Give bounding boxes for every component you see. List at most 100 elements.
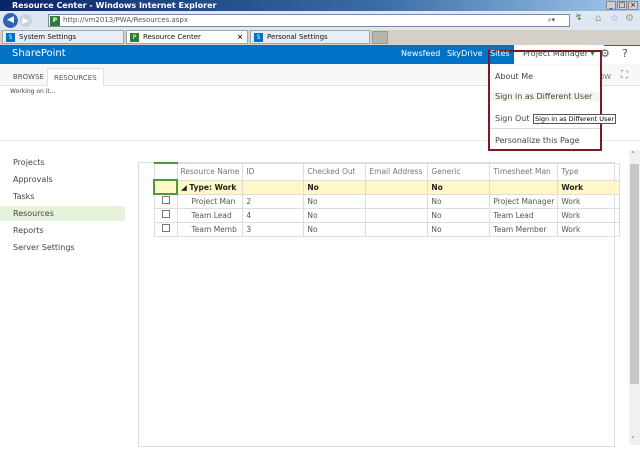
sharepoint-icon: S — [6, 33, 15, 42]
cell-checked-out: No — [303, 207, 367, 223]
nav-approvals[interactable]: Approvals — [13, 175, 53, 184]
tab-personal-settings[interactable]: S Personal Settings — [250, 30, 370, 44]
collapse-icon[interactable]: ◢ — [181, 182, 190, 192]
cell-name[interactable]: Project Man — [176, 193, 244, 209]
nav-projects[interactable]: Projects — [13, 158, 45, 167]
tab-resource-center[interactable]: P Resource Center × — [126, 30, 248, 44]
back-button[interactable]: ◀ — [3, 13, 18, 28]
grid-header: Resource Name ID Checked Out Email Addre… — [153, 162, 621, 181]
favorites-icon[interactable]: ☆ — [610, 13, 619, 24]
menu-item-about-me[interactable]: About Me — [495, 72, 534, 81]
cell-timesheet: Team Member — [489, 221, 559, 237]
cell-timesheet: Team Lead — [489, 207, 559, 223]
tab-system-settings[interactable]: S System Settings — [2, 30, 124, 44]
status-message: Working on it... — [10, 88, 56, 95]
row-checkbox[interactable] — [161, 224, 170, 232]
new-tab-button[interactable] — [372, 31, 388, 44]
cell-type: Work — [557, 221, 621, 237]
user-menu-button[interactable]: Project Manager ▾ — [523, 49, 595, 58]
group-select-cell[interactable] — [153, 179, 178, 195]
settings-gear-icon[interactable]: ⚙ — [600, 47, 610, 60]
cell-type: Work — [557, 207, 621, 223]
suite-bar — [0, 45, 640, 64]
maximize-button[interactable]: □ — [617, 1, 627, 10]
ribbon-tab-browse[interactable]: BROWSE — [13, 73, 44, 81]
column-header[interactable]: Type — [557, 162, 621, 181]
table-row: Project Man 2 No No Project Manager Work — [153, 193, 621, 209]
column-header[interactable]: Generic — [427, 162, 491, 181]
divider — [0, 140, 640, 141]
column-header[interactable]: Checked Out — [303, 162, 367, 181]
tab-label: Personal Settings — [267, 33, 328, 41]
window-title: Resource Center - Windows Internet Explo… — [0, 0, 640, 11]
scroll-up-icon[interactable]: ˄ — [631, 151, 635, 159]
resource-grid: Resource Name ID Checked Out Email Addre… — [153, 162, 621, 237]
newsfeed-link[interactable]: Newsfeed — [401, 49, 441, 58]
nav-server-settings[interactable]: Server Settings — [13, 243, 75, 252]
group-generic: No — [427, 179, 491, 195]
refresh-icon[interactable]: ↯ — [575, 13, 583, 23]
cell-name[interactable]: Team Lead — [176, 207, 244, 223]
menu-divider — [490, 128, 600, 129]
close-tab-icon[interactable]: × — [237, 33, 243, 41]
cell-id: 2 — [242, 193, 305, 209]
window-controls: _ □ × — [606, 1, 638, 10]
focus-content-icon[interactable]: ⛶ — [621, 70, 628, 81]
minimize-button[interactable]: _ — [606, 1, 616, 10]
table-row: Team Memb 3 No No Team Member Work — [153, 221, 621, 237]
cell-generic: No — [427, 221, 491, 237]
group-type: Work — [557, 179, 621, 195]
ribbon — [0, 64, 640, 86]
help-icon[interactable]: ? — [622, 47, 628, 60]
cell-id: 4 — [242, 207, 305, 223]
row-checkbox[interactable] — [161, 210, 170, 218]
row-checkbox[interactable] — [161, 196, 170, 205]
nav-selected-highlight — [0, 206, 125, 221]
menu-item-sign-out[interactable]: Sign Out — [495, 114, 530, 123]
cell-email — [365, 207, 429, 223]
menu-item-personalize[interactable]: Personalize this Page — [495, 136, 580, 145]
search-icon[interactable]: ⌕▾ — [547, 16, 555, 24]
scrollbar-thumb[interactable] — [630, 164, 639, 384]
user-dropdown-menu: About Me Sign in as Different User Sign … — [488, 50, 602, 151]
user-name: Project Manager — [523, 49, 588, 58]
scroll-down-icon[interactable]: ˅ — [631, 436, 635, 444]
group-label[interactable]: ◢ Type: Work — [176, 179, 244, 195]
column-header[interactable]: ID — [242, 162, 305, 181]
tools-gear-icon[interactable]: ⚙ — [625, 13, 634, 24]
table-row: Team Lead 4 No No Team Lead Work — [153, 207, 621, 223]
nav-resources[interactable]: Resources — [13, 209, 54, 218]
tab-label: System Settings — [19, 33, 77, 41]
cell-checked-out: No — [303, 221, 367, 237]
skydrive-link[interactable]: SkyDrive — [447, 49, 483, 58]
column-header[interactable]: Timesheet Man — [489, 162, 559, 181]
cell-email — [365, 193, 429, 209]
cell-email — [365, 221, 429, 237]
sharepoint-brand[interactable]: SharePoint — [12, 48, 66, 59]
group-row: ◢ Type: Work No No Work — [153, 179, 621, 195]
cell-name[interactable]: Team Memb — [176, 221, 244, 237]
cell-timesheet: Project Manager — [489, 193, 559, 209]
cell-generic: No — [427, 207, 491, 223]
column-header[interactable]: Resource Name — [176, 162, 244, 181]
select-all-cell[interactable] — [153, 162, 178, 181]
group-checked-out: No — [303, 179, 367, 195]
home-icon[interactable]: ⌂ — [595, 13, 602, 24]
menu-item-sign-in-different-user[interactable]: Sign in as Different User — [490, 92, 600, 101]
ribbon-tab-resources[interactable]: RESOURCES — [47, 68, 104, 86]
column-header[interactable]: Email Address — [365, 162, 429, 181]
follow-button[interactable]: LOW — [595, 73, 612, 81]
chevron-down-icon: ▾ — [590, 49, 595, 58]
nav-reports[interactable]: Reports — [13, 226, 44, 235]
pwa-icon: P — [50, 16, 60, 26]
forward-button[interactable]: ▶ — [19, 14, 32, 27]
pwa-icon: P — [130, 33, 139, 42]
sites-link[interactable]: Sites — [490, 49, 510, 58]
sharepoint-icon: S — [254, 33, 263, 42]
close-window-button[interactable]: × — [628, 1, 638, 10]
nav-tasks[interactable]: Tasks — [13, 192, 35, 201]
url-text: http://vm2013/PWA/Resources.aspx — [63, 16, 188, 24]
cell-id: 3 — [242, 221, 305, 237]
cell-type: Work — [557, 193, 621, 209]
